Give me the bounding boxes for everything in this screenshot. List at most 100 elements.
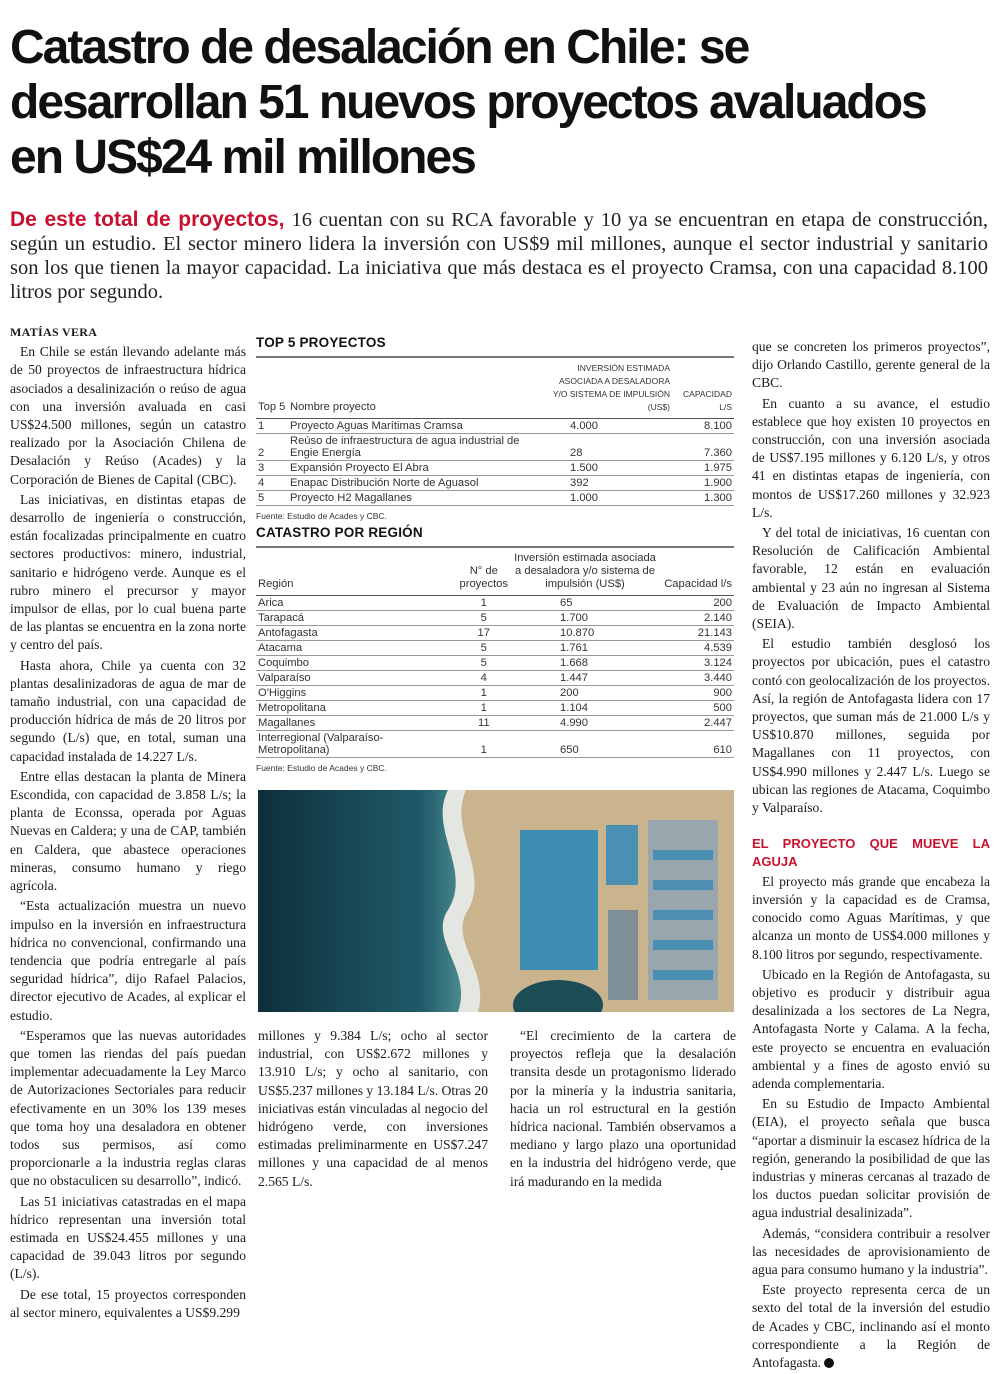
aerial-desalination-plant-photo bbox=[258, 790, 734, 1012]
table-row: Metropolitana 1 1.104 500 bbox=[256, 700, 734, 716]
table-cell: 1.700 bbox=[510, 610, 660, 626]
table-row: 2 Reúso de infraestructura de agua indust… bbox=[256, 433, 734, 461]
table-cell: 1.668 bbox=[510, 655, 660, 671]
table-cell: Enapac Distribución Norte de Aguasol bbox=[288, 475, 542, 491]
table-cell: 500 bbox=[660, 700, 734, 716]
table-cell: Reúso de infraestructura de agua industr… bbox=[288, 433, 542, 461]
table-cell: O'Higgins bbox=[256, 685, 458, 701]
table-row: 3 Expansión Proyecto El Abra 1.500 1.975 bbox=[256, 460, 734, 476]
table-cell: Coquimbo bbox=[256, 655, 458, 671]
table-cell: 2 bbox=[256, 433, 288, 461]
table-cell: 4.000 bbox=[542, 418, 672, 434]
table-cell: 3.440 bbox=[660, 670, 734, 686]
paragraph: Además, “considera contribuir a resolver… bbox=[752, 1225, 990, 1277]
paragraph: Las iniciativas, en distintas etapas de … bbox=[10, 491, 246, 653]
table-row: Atacama 5 1.761 4.539 bbox=[256, 640, 734, 656]
table-row: Interregional (Valparaíso- Metropolitana… bbox=[256, 730, 734, 758]
table-cell: 2.447 bbox=[660, 715, 734, 731]
table-cell: 5 bbox=[457, 610, 510, 626]
table-cell: Interregional (Valparaíso- Metropolitana… bbox=[256, 730, 458, 758]
paragraph: En su Estudio de Impacto Ambiental (EIA)… bbox=[752, 1096, 990, 1221]
table-cell: 21.143 bbox=[660, 625, 734, 641]
table-cell: 28 bbox=[542, 433, 672, 461]
headline-line: en US$24 mil millones bbox=[10, 131, 477, 184]
paragraph: millones y 9.384 L/s; ocho al sector ind… bbox=[258, 1028, 488, 1189]
table-row: Antofagasta 17 10.870 21.143 bbox=[256, 625, 734, 641]
table-cell: 5 bbox=[457, 655, 510, 671]
table-row: Coquimbo 5 1.668 3.124 bbox=[256, 655, 734, 671]
paragraph: Hasta ahora, Chile ya cuenta con 32 plan… bbox=[10, 657, 246, 764]
table-cell: 1.900 bbox=[672, 475, 734, 491]
table-cell: Arica bbox=[256, 595, 458, 611]
column-3: que se concreten los primeros proyectos”… bbox=[752, 338, 990, 1374]
col-header: Nombre proyecto bbox=[288, 358, 542, 419]
headline: Catastro de desalación en Chile: se desa… bbox=[10, 20, 995, 185]
paragraph: “Esperamos que las nuevas autoridades qu… bbox=[10, 1027, 246, 1189]
table-source: Fuente: Estudio de Acades y CBC. bbox=[256, 763, 387, 773]
table-cell: 1 bbox=[457, 700, 510, 716]
table-cell: Metropolitana bbox=[256, 700, 458, 716]
column-2a: millones y 9.384 L/s; ocho al sector ind… bbox=[258, 1027, 488, 1193]
paragraph: Ubicado en la Región de Antofagasta, su … bbox=[752, 966, 990, 1091]
paragraph: Y del total de iniciativas, 16 cuentan c… bbox=[752, 525, 990, 632]
paragraph: “Esta actualización muestra un nuevo imp… bbox=[10, 898, 246, 1023]
col-header: N° de proyectos bbox=[457, 548, 510, 596]
region-table-box: CATASTRO POR REGIÓN Región N° de proyect… bbox=[256, 525, 734, 773]
region-table: Región N° de proyectos Inversión estimad… bbox=[256, 548, 734, 758]
paragraph: Este proyecto representa cerca de un sex… bbox=[752, 1281, 990, 1372]
lead-text: 16 cuentan con su RCA favorable y 10 ya … bbox=[10, 209, 988, 303]
headline-line: Catastro de desalación en Chile: se bbox=[10, 21, 750, 74]
table-cell: 1.975 bbox=[672, 460, 734, 476]
table-cell: 17 bbox=[457, 625, 510, 641]
paragraph: Las 51 iniciativas catastradas en el map… bbox=[10, 1193, 246, 1282]
table-row: Tarapacá 5 1.700 2.140 bbox=[256, 610, 734, 626]
table-title: TOP 5 PROYECTOS bbox=[256, 335, 734, 358]
col-header: Inversión estimada asociada a desaladora… bbox=[542, 358, 672, 419]
table-cell: Expansión Proyecto El Abra bbox=[288, 460, 542, 476]
table-cell: 650 bbox=[510, 730, 660, 758]
table-cell: 4 bbox=[457, 670, 510, 686]
table-cell: 1.500 bbox=[542, 460, 672, 476]
table-cell: 1 bbox=[457, 685, 510, 701]
table-cell: Proyecto H2 Magallanes bbox=[288, 490, 542, 506]
headline-line: desarrollan 51 nuevos proyectos avaluado… bbox=[10, 76, 928, 129]
table-cell: 200 bbox=[510, 685, 660, 701]
col-header: Top 5 bbox=[256, 358, 288, 419]
column-2b: “El crecimiento de la cartera de proyect… bbox=[510, 1027, 736, 1193]
table-cell: 1.300 bbox=[672, 490, 734, 506]
paragraph: que se concreten los primeros proyectos”… bbox=[752, 339, 990, 391]
lead-kicker: De este total de proyectos, bbox=[10, 208, 285, 231]
table-title: CATASTRO POR REGIÓN bbox=[256, 525, 734, 548]
table-cell: 11 bbox=[457, 715, 510, 731]
table-source: Fuente: Estudio de Acades y CBC. bbox=[256, 511, 387, 521]
table-cell: 5 bbox=[256, 490, 288, 506]
table-cell: 1.761 bbox=[510, 640, 660, 656]
table-cell: Valparaíso bbox=[256, 670, 458, 686]
table-cell: 7.360 bbox=[672, 433, 734, 461]
col-header: Región bbox=[256, 548, 458, 596]
table-cell: Tarapacá bbox=[256, 610, 458, 626]
table-cell: 3 bbox=[256, 460, 288, 476]
col-header: Inversión estimada asociada a desaladora… bbox=[510, 548, 660, 596]
table-cell: 1.000 bbox=[542, 490, 672, 506]
paragraph: El estudio también desglosó los proyecto… bbox=[752, 636, 990, 816]
table-cell: 1 bbox=[457, 730, 510, 758]
paragraph: “El crecimiento de la cartera de proyect… bbox=[510, 1028, 736, 1189]
table-cell: 200 bbox=[660, 595, 734, 611]
paragraph: Entre ellas destacan la planta de Minera… bbox=[10, 768, 246, 894]
table-row: Valparaíso 4 1.447 3.440 bbox=[256, 670, 734, 686]
table-cell: 3.124 bbox=[660, 655, 734, 671]
table-cell: 5 bbox=[457, 640, 510, 656]
paragraph: El proyecto más grande que encabeza la i… bbox=[752, 873, 990, 962]
top5-table: Top 5 Nombre proyecto Inversión estimada… bbox=[256, 358, 734, 506]
table-cell: 1.447 bbox=[510, 670, 660, 686]
table-cell: 65 bbox=[510, 595, 660, 611]
paragraph: De ese total, 15 proyectos corresponden … bbox=[10, 1286, 246, 1320]
table-cell: 8.100 bbox=[672, 418, 734, 434]
table-cell: Antofagasta bbox=[256, 625, 458, 641]
table-row: Arica 1 65 200 bbox=[256, 595, 734, 611]
table-row: 4 Enapac Distribución Norte de Aguasol 392… bbox=[256, 475, 734, 491]
paragraph: En Chile se están llevando adelante más … bbox=[10, 344, 246, 487]
lead-paragraph: De este total de proyectos, 16 cuentan c… bbox=[10, 208, 988, 304]
table-cell: Proyecto Aguas Marítimas Cramsa bbox=[288, 418, 542, 434]
